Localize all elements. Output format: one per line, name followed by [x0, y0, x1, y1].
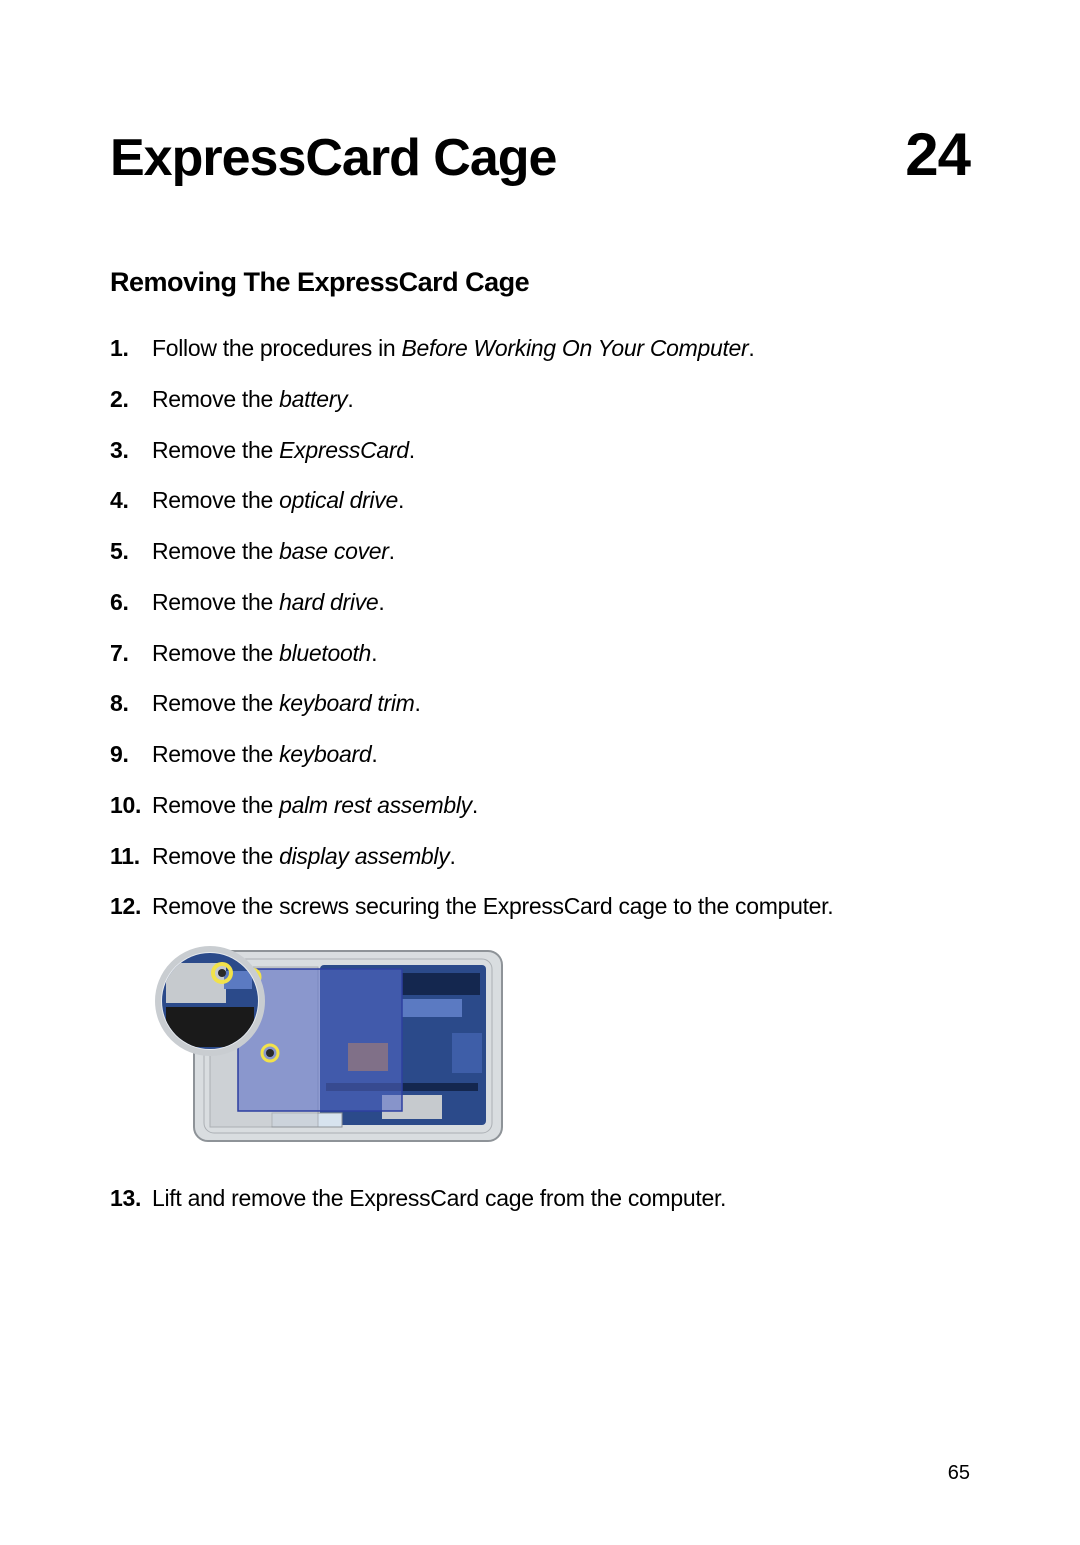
- step-reference: optical drive: [279, 487, 398, 513]
- step-item: 10.Remove the palm rest assembly.: [110, 791, 970, 820]
- hardware-illustration: [152, 943, 508, 1146]
- step-item: 3.Remove the ExpressCard.: [110, 436, 970, 465]
- step-item: 8.Remove the keyboard trim.: [110, 689, 970, 718]
- step-number: 10.: [110, 791, 152, 820]
- step-text: Remove the display assembly.: [152, 842, 970, 871]
- step-text: Remove the hard drive.: [152, 588, 970, 617]
- step-number: 6.: [110, 588, 152, 617]
- step-reference: Before Working On Your Computer: [401, 335, 748, 361]
- step-item: 4.Remove the optical drive.: [110, 486, 970, 515]
- step-text: Remove the ExpressCard.: [152, 436, 970, 465]
- document-page: ExpressCard Cage 24 Removing The Express…: [0, 0, 1080, 1545]
- chapter-number: 24: [905, 120, 970, 189]
- step-number: 12.: [110, 892, 152, 921]
- step-number: 1.: [110, 334, 152, 363]
- chapter-title: ExpressCard Cage: [110, 128, 556, 188]
- step-item: 11.Remove the display assembly.: [110, 842, 970, 871]
- step-item: 5.Remove the base cover.: [110, 537, 970, 566]
- step-reference: display assembly: [279, 843, 449, 869]
- step-text: Lift and remove the ExpressCard cage fro…: [152, 1184, 970, 1213]
- step-item: 2.Remove the battery.: [110, 385, 970, 414]
- step-text: Follow the procedures in Before Working …: [152, 334, 970, 363]
- step-number: 11.: [110, 842, 152, 871]
- step-text: Remove the optical drive.: [152, 486, 970, 515]
- step-text: Remove the screws securing the ExpressCa…: [152, 892, 970, 921]
- step-reference: battery: [279, 386, 347, 412]
- step-reference: keyboard: [279, 741, 371, 767]
- step-reference: ExpressCard: [279, 437, 409, 463]
- section-title: Removing The ExpressCard Cage: [110, 267, 970, 298]
- step-number: 8.: [110, 689, 152, 718]
- instruction-figure: [152, 943, 970, 1146]
- step-item: 7.Remove the bluetooth.: [110, 639, 970, 668]
- step-number: 4.: [110, 486, 152, 515]
- step-number: 2.: [110, 385, 152, 414]
- step-number: 9.: [110, 740, 152, 769]
- step-item: 13.Lift and remove the ExpressCard cage …: [110, 1184, 970, 1213]
- step-text: Remove the keyboard trim.: [152, 689, 970, 718]
- page-number: 65: [948, 1462, 970, 1485]
- step-reference: keyboard trim: [279, 690, 414, 716]
- step-text: Remove the bluetooth.: [152, 639, 970, 668]
- steps-list: 1.Follow the procedures in Before Workin…: [110, 334, 970, 1213]
- step-item: 12.Remove the screws securing the Expres…: [110, 892, 970, 921]
- step-item: 1.Follow the procedures in Before Workin…: [110, 334, 970, 363]
- step-number: 5.: [110, 537, 152, 566]
- step-number: 7.: [110, 639, 152, 668]
- step-item: 6.Remove the hard drive.: [110, 588, 970, 617]
- step-text: Remove the palm rest assembly.: [152, 791, 970, 820]
- step-reference: hard drive: [279, 589, 378, 615]
- chapter-header: ExpressCard Cage 24: [110, 120, 970, 189]
- step-text: Remove the battery.: [152, 385, 970, 414]
- step-text: Remove the keyboard.: [152, 740, 970, 769]
- step-item: 9.Remove the keyboard.: [110, 740, 970, 769]
- step-number: 13.: [110, 1184, 152, 1213]
- step-text: Remove the base cover.: [152, 537, 970, 566]
- step-reference: palm rest assembly: [279, 792, 472, 818]
- step-reference: base cover: [279, 538, 389, 564]
- step-number: 3.: [110, 436, 152, 465]
- step-reference: bluetooth: [279, 640, 371, 666]
